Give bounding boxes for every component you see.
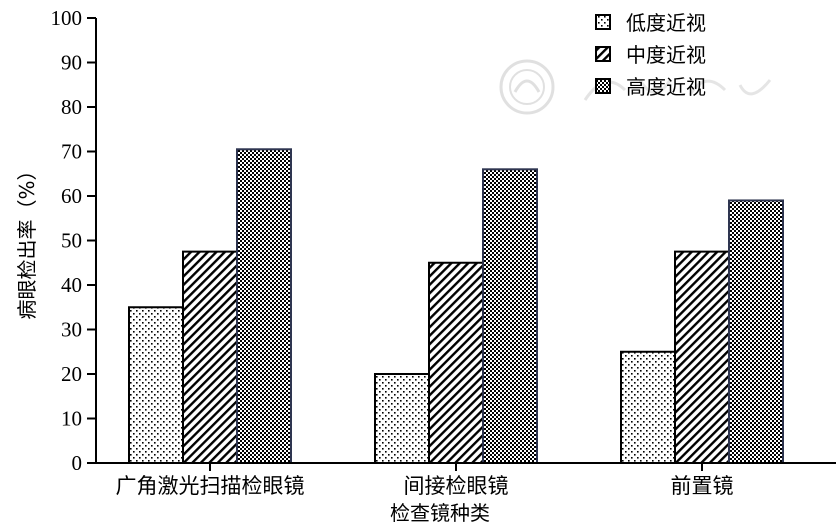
y-tick-label: 50 [61, 229, 82, 253]
x-axis-title: 检查镜种类 [390, 501, 490, 525]
y-tick-label: 60 [61, 184, 82, 208]
bar-低度近视-间接检眼镜 [374, 373, 430, 464]
bar-中度近视-间接检眼镜 [428, 261, 484, 464]
legend-swatch [595, 46, 611, 62]
legend-swatch [595, 14, 611, 30]
y-axis-title: 病眼检出率（%） [15, 160, 39, 319]
bar-高度近视-间接检眼镜 [482, 168, 538, 465]
y-tick-label: 100 [51, 6, 83, 30]
y-axis-ticks: 0 10 20 30 40 50 60 70 80 90 100 [51, 6, 96, 475]
x-tick-label: 间接检眼镜 [404, 474, 509, 498]
bar-高度近视-广角激光扫描检眼镜 [236, 148, 292, 464]
y-tick-label: 40 [61, 273, 82, 297]
x-tick-label: 广角激光扫描检眼镜 [116, 474, 305, 498]
bar-低度近视-前置镜 [620, 350, 676, 464]
legend-label: 低度近视 [626, 11, 706, 35]
y-tick-label: 30 [61, 318, 82, 342]
x-tick-label: 前置镜 [671, 474, 734, 498]
bars-group [128, 148, 784, 465]
bar-中度近视-广角激光扫描检眼镜 [182, 250, 238, 464]
y-tick-label: 0 [72, 451, 83, 475]
y-tick-label: 80 [61, 95, 82, 119]
bar-低度近视-广角激光扫描检眼镜 [128, 306, 184, 464]
bar-高度近视-前置镜 [728, 199, 784, 464]
x-axis-ticks: 广角激光扫描检眼镜 间接检眼镜 前置镜 [116, 463, 734, 498]
y-tick-label: 10 [61, 407, 82, 431]
y-tick-label: 20 [61, 362, 82, 386]
legend-swatch [595, 78, 611, 94]
y-tick-label: 70 [61, 140, 82, 164]
legend-label: 高度近视 [626, 75, 706, 99]
y-tick-label: 90 [61, 51, 82, 75]
legend-label: 中度近视 [626, 43, 706, 67]
bar-中度近视-前置镜 [674, 250, 730, 464]
